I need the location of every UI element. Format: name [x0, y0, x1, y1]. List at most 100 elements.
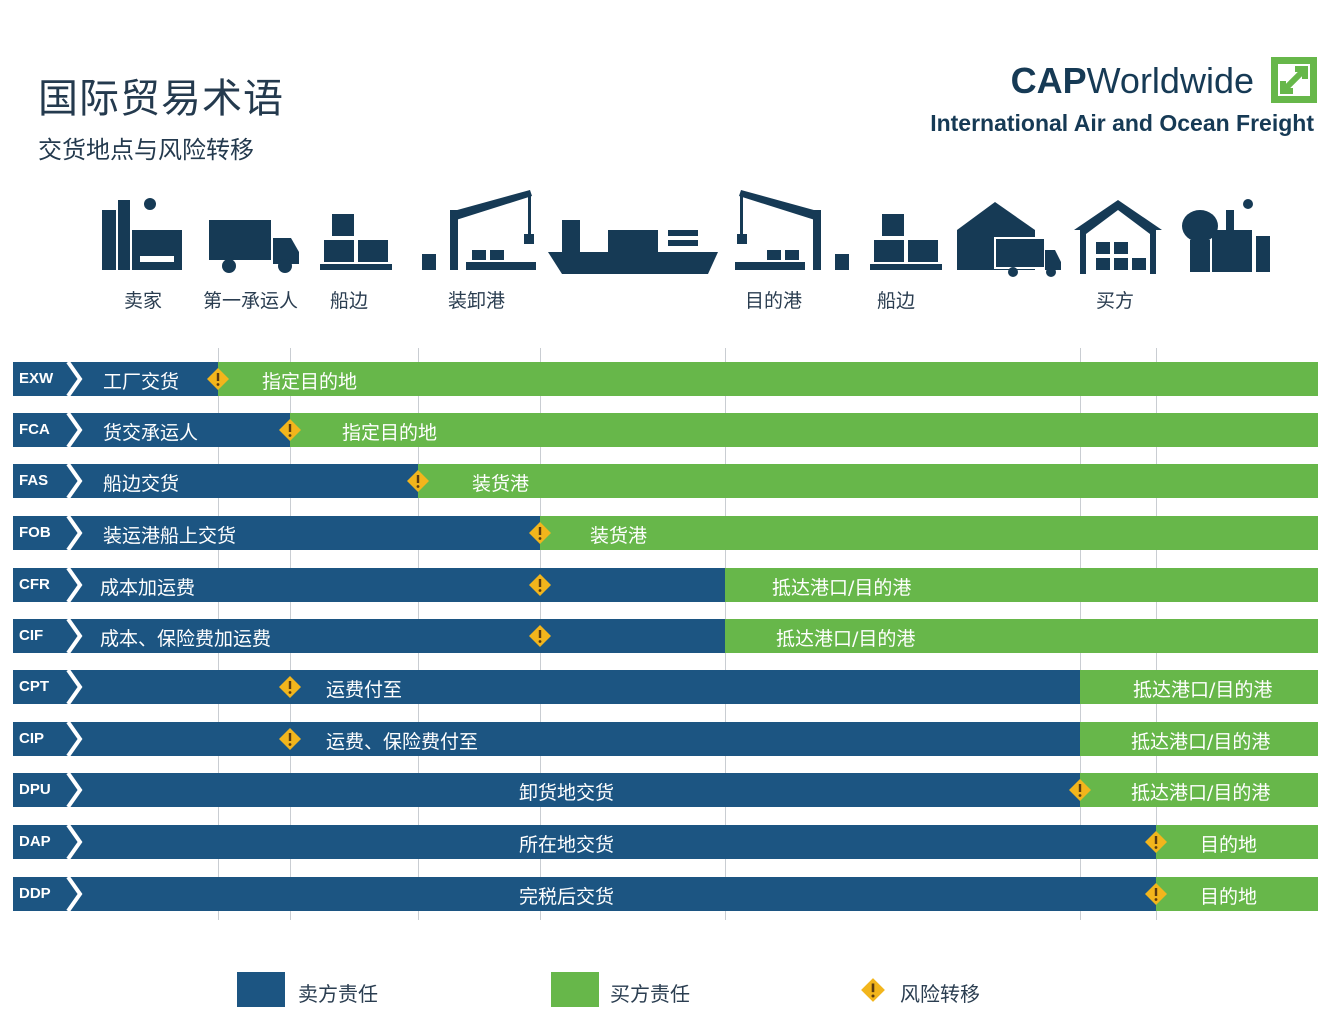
term-code: DPU: [19, 781, 51, 798]
chevron-right-icon: [66, 413, 83, 447]
crane-icon: [422, 190, 536, 270]
seller-responsibility-bar: [13, 670, 1080, 704]
chevron-right-icon: [66, 877, 83, 911]
seller-label: 所在地交货: [518, 834, 614, 856]
logo-name-bold: CAP: [1010, 60, 1087, 101]
location-label: 第一承运人: [203, 290, 299, 312]
buyer-label: 装货港: [472, 473, 530, 495]
plant-icon: [1182, 199, 1270, 272]
page-title: 国际贸易术语: [38, 76, 284, 122]
term-code: FAS: [19, 472, 49, 489]
seller-responsibility-bar: [13, 516, 540, 550]
buyer-label: 指定目的地: [342, 422, 438, 444]
legend-seller-swatch: [237, 972, 285, 1007]
legend-buyer-swatch: [551, 972, 599, 1007]
term-code: EXW: [19, 370, 54, 387]
risk-transfer-icon: [529, 522, 551, 544]
risk-transfer-icon: [279, 676, 301, 698]
term-row-cip: CIP 运费、保险费付至 抵达港口/目的港: [13, 722, 1318, 756]
risk-transfer-icon: [1145, 831, 1167, 853]
term-row-cfr: CFR 成本加运费 抵达港口/目的港: [13, 568, 1318, 602]
risk-transfer-icon: [861, 978, 885, 1002]
chevron-right-icon: [66, 464, 83, 498]
location-label: 船边: [877, 290, 916, 312]
risk-transfer-icon: [407, 470, 429, 492]
location-label: 买方: [1096, 290, 1135, 312]
chevron-right-icon: [66, 362, 83, 396]
chevron-right-icon: [66, 825, 83, 859]
chevron-right-icon: [66, 516, 83, 550]
seller-responsibility-bar: [13, 877, 1156, 911]
seller-label: 卸货地交货: [518, 782, 614, 804]
seller-label: 装运港船上交货: [103, 525, 237, 547]
buyer-label: 抵达港口/目的港: [1131, 731, 1271, 753]
chevron-right-icon: [66, 773, 83, 807]
seller-responsibility-bar: [13, 722, 1080, 756]
logo-name-rest: Worldwide: [1086, 60, 1254, 101]
logo-arrows-icon: [1271, 57, 1317, 103]
location-label: 船边: [330, 290, 369, 312]
seller-label: 货交承运人: [103, 422, 199, 444]
seller-label: 工厂交货: [103, 371, 180, 393]
warehouse-icon: [1074, 200, 1162, 274]
seller-label: 完税后交货: [518, 886, 614, 908]
logo-name: CAPWorldwide: [1011, 60, 1254, 102]
chevron-right-icon: [66, 722, 83, 756]
seller-responsibility-bar: [13, 619, 725, 653]
buyer-label: 抵达港口/目的港: [772, 577, 912, 599]
buyer-label: 抵达港口/目的港: [776, 628, 916, 650]
term-row-fca: FCA 货交承运人 指定目的地: [13, 413, 1318, 447]
seller-label: 船边交货: [103, 473, 180, 495]
legend-seller-label: 卖方责任: [298, 982, 378, 1006]
buyer-label: 装货港: [590, 525, 648, 547]
term-row-dpu: DPU 卸货地交货 抵达港口/目的港: [13, 773, 1318, 807]
seller-label: 成本、保险费加运费: [100, 628, 272, 650]
seller-responsibility-bar: [13, 568, 725, 602]
risk-transfer-icon: [207, 368, 229, 390]
buyer-label: 指定目的地: [262, 371, 358, 393]
chevron-right-icon: [66, 568, 83, 602]
term-row-fas: FAS 船边交货 装货港: [13, 464, 1318, 498]
term-code: DDP: [19, 885, 51, 902]
term-row-exw: EXW 工厂交货 指定目的地: [13, 362, 1318, 396]
term-code: CIF: [19, 627, 44, 644]
term-row-cif: CIF 成本、保险费加运费 抵达港口/目的港: [13, 619, 1318, 653]
chevron-right-icon: [66, 619, 83, 653]
buyer-label: 目的地: [1200, 834, 1258, 856]
logo-tagline: International Air and Ocean Freight: [930, 110, 1314, 136]
factory-icon: [102, 198, 182, 270]
warehouse-truck-icon: [957, 202, 1061, 277]
buyer-label: 抵达港口/目的港: [1131, 782, 1271, 804]
page-subtitle: 交货地点与风险转移: [38, 136, 254, 164]
buyer-label: 抵达港口/目的港: [1133, 679, 1273, 701]
term-code: CPT: [19, 678, 49, 695]
term-code: DAP: [19, 833, 51, 850]
term-row-cpt: CPT 运费付至 抵达港口/目的港: [13, 670, 1318, 704]
location-label: 目的港: [745, 290, 803, 312]
truck-icon: [209, 220, 299, 273]
term-row-fob: FOB 装运港船上交货 装货港: [13, 516, 1318, 550]
seller-label: 运费付至: [326, 679, 403, 701]
crane-icon: [735, 190, 849, 270]
seller-label: 运费、保险费付至: [326, 731, 479, 753]
location-label: 卖家: [124, 290, 163, 312]
term-code: FCA: [19, 421, 50, 438]
seller-label: 成本加运费: [100, 577, 196, 599]
term-row-ddp: DDP 完税后交货 目的地: [13, 877, 1318, 911]
seller-responsibility-bar: [13, 825, 1156, 859]
risk-transfer-icon: [279, 728, 301, 750]
pallet-boxes-icon: [320, 214, 392, 270]
buyer-label: 目的地: [1200, 886, 1258, 908]
pallet-boxes-icon: [870, 214, 942, 270]
risk-transfer-icon: [529, 574, 551, 596]
term-code: CIP: [19, 730, 45, 747]
location-label: 装卸港: [448, 290, 506, 312]
seller-responsibility-bar: [13, 362, 218, 396]
term-row-dap: DAP 所在地交货 目的地: [13, 825, 1318, 859]
risk-transfer-icon: [1069, 779, 1091, 801]
term-code: FOB: [19, 524, 51, 541]
seller-responsibility-bar: [13, 773, 1080, 807]
risk-transfer-icon: [279, 419, 301, 441]
seller-responsibility-bar: [13, 413, 290, 447]
term-code: CFR: [19, 576, 50, 593]
